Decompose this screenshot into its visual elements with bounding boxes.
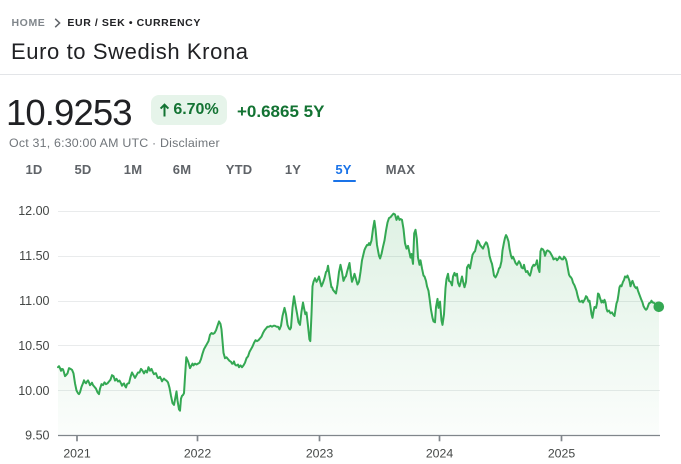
svg-text:2021: 2021 <box>63 447 91 461</box>
svg-text:9.50: 9.50 <box>25 429 49 443</box>
svg-text:11.50: 11.50 <box>19 249 49 263</box>
svg-text:12.00: 12.00 <box>18 204 49 218</box>
svg-text:2022: 2022 <box>184 447 212 461</box>
svg-text:10.50: 10.50 <box>18 339 49 353</box>
svg-text:10.00: 10.00 <box>18 384 49 398</box>
svg-text:11.00: 11.00 <box>19 294 49 308</box>
svg-text:2024: 2024 <box>426 447 454 461</box>
svg-text:2023: 2023 <box>306 447 334 461</box>
svg-text:2025: 2025 <box>548 447 576 461</box>
